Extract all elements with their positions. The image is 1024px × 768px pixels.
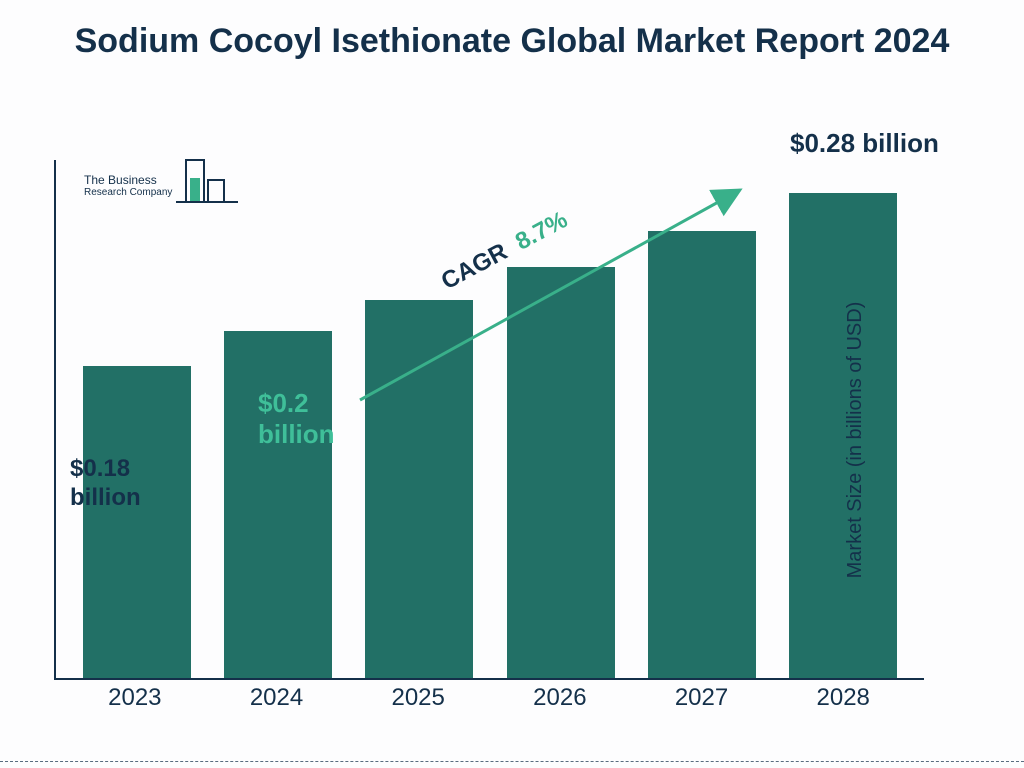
xlabel-2024: 2024 [206,684,348,712]
callout-2028: $0.28 billion [790,128,939,159]
x-axis-labels: 202320242025202620272028 [54,684,924,712]
bar-2026 [507,267,615,678]
bars-container [56,160,924,678]
callout-2024: $0.2billion [258,388,335,450]
xlabel-2027: 2027 [631,684,773,712]
bar-slot [349,160,490,678]
bar-2024 [224,331,332,678]
plot-region [54,160,924,680]
bar-slot [631,160,772,678]
xlabel-2025: 2025 [347,684,489,712]
footer-divider [0,761,1024,762]
bar-2027 [648,231,756,678]
bar-slot [66,160,207,678]
chart-title: Sodium Cocoyl Isethionate Global Market … [0,0,1024,63]
y-axis-label: Market Size (in billions of USD) [844,302,867,579]
bar-2025 [365,300,473,678]
callout-2023: $0.18billion [70,455,141,513]
xlabel-2023: 2023 [64,684,206,712]
xlabel-2028: 2028 [772,684,914,712]
bar-2023 [83,366,191,678]
xlabel-2026: 2026 [489,684,631,712]
